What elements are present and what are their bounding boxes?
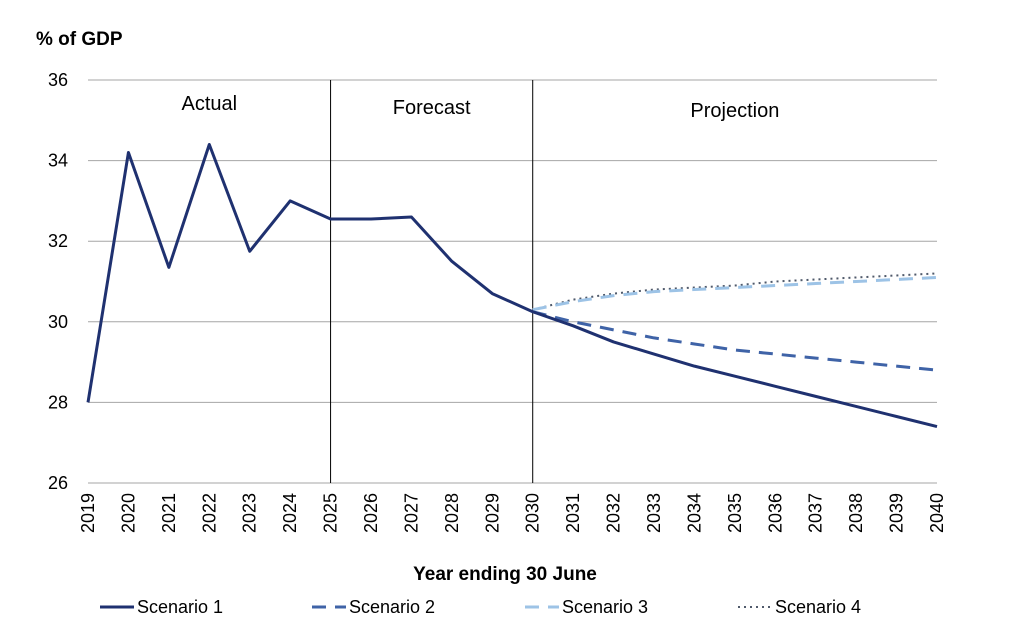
y-tick-label: 26 [48,473,68,493]
x-tick-label: 2020 [118,493,138,533]
x-tick-label: 2031 [563,493,583,533]
legend: Scenario 1 Scenario 2 Scenario 3 Scenario 4 [100,597,861,617]
x-tick-label: 2040 [927,493,947,533]
x-tick-label: 2028 [442,493,462,533]
legend-label-1: Scenario 1 [137,597,223,617]
x-tick-label: 2027 [401,493,421,533]
x-tick-label: 2039 [887,493,907,533]
series-line-2 [532,310,938,372]
x-tick-label: 2034 [684,493,704,533]
x-tick-label: 2029 [482,493,502,533]
y-tick-label: 36 [48,70,68,90]
x-tick-label: 2033 [644,493,664,533]
series-lines [86,142,938,429]
x-tick-label: 2035 [725,493,745,533]
x-tick-label: 2038 [846,493,866,533]
region-labels: Actual Forecast Projection [181,93,779,122]
x-tick-label: 2021 [159,493,179,533]
x-tick-label: 2030 [523,493,543,533]
x-tick-labels: 2019 2020 2021 2022 2023 2024 2025 2026 2027 2028… [78,493,947,533]
x-tick-label: 2019 [78,493,98,533]
region-label: Forecast [393,97,471,119]
x-tick-label: 2025 [321,493,341,533]
x-tick-label: 2022 [199,493,219,533]
y-tick-label: 28 [48,392,68,412]
x-axis-title: Year ending 30 June [413,564,597,585]
legend-label-2: Scenario 2 [349,597,435,617]
x-tick-label: 2023 [240,493,260,533]
y-tick-label: 30 [48,312,68,332]
legend-label-4: Scenario 4 [775,597,861,617]
y-tick-label: 34 [48,151,68,171]
legend-label-3: Scenario 3 [562,597,648,617]
region-dividers [330,80,534,483]
series-line-4 [532,272,938,311]
x-tick-label: 2036 [765,493,785,533]
x-tick-label: 2032 [604,493,624,533]
x-tick-label: 2024 [280,493,300,533]
gridlines [88,79,937,484]
x-tick-label: 2037 [806,493,826,533]
region-label: Projection [690,100,779,122]
y-tick-label: 32 [48,231,68,251]
region-label: Actual [181,93,237,115]
series-line-3 [532,275,938,312]
y-tick-labels: 26 28 30 32 34 36 [48,70,68,493]
x-tick-label: 2026 [361,493,381,533]
series-line-1 [86,142,938,429]
y-axis-title: % of GDP [36,29,123,50]
